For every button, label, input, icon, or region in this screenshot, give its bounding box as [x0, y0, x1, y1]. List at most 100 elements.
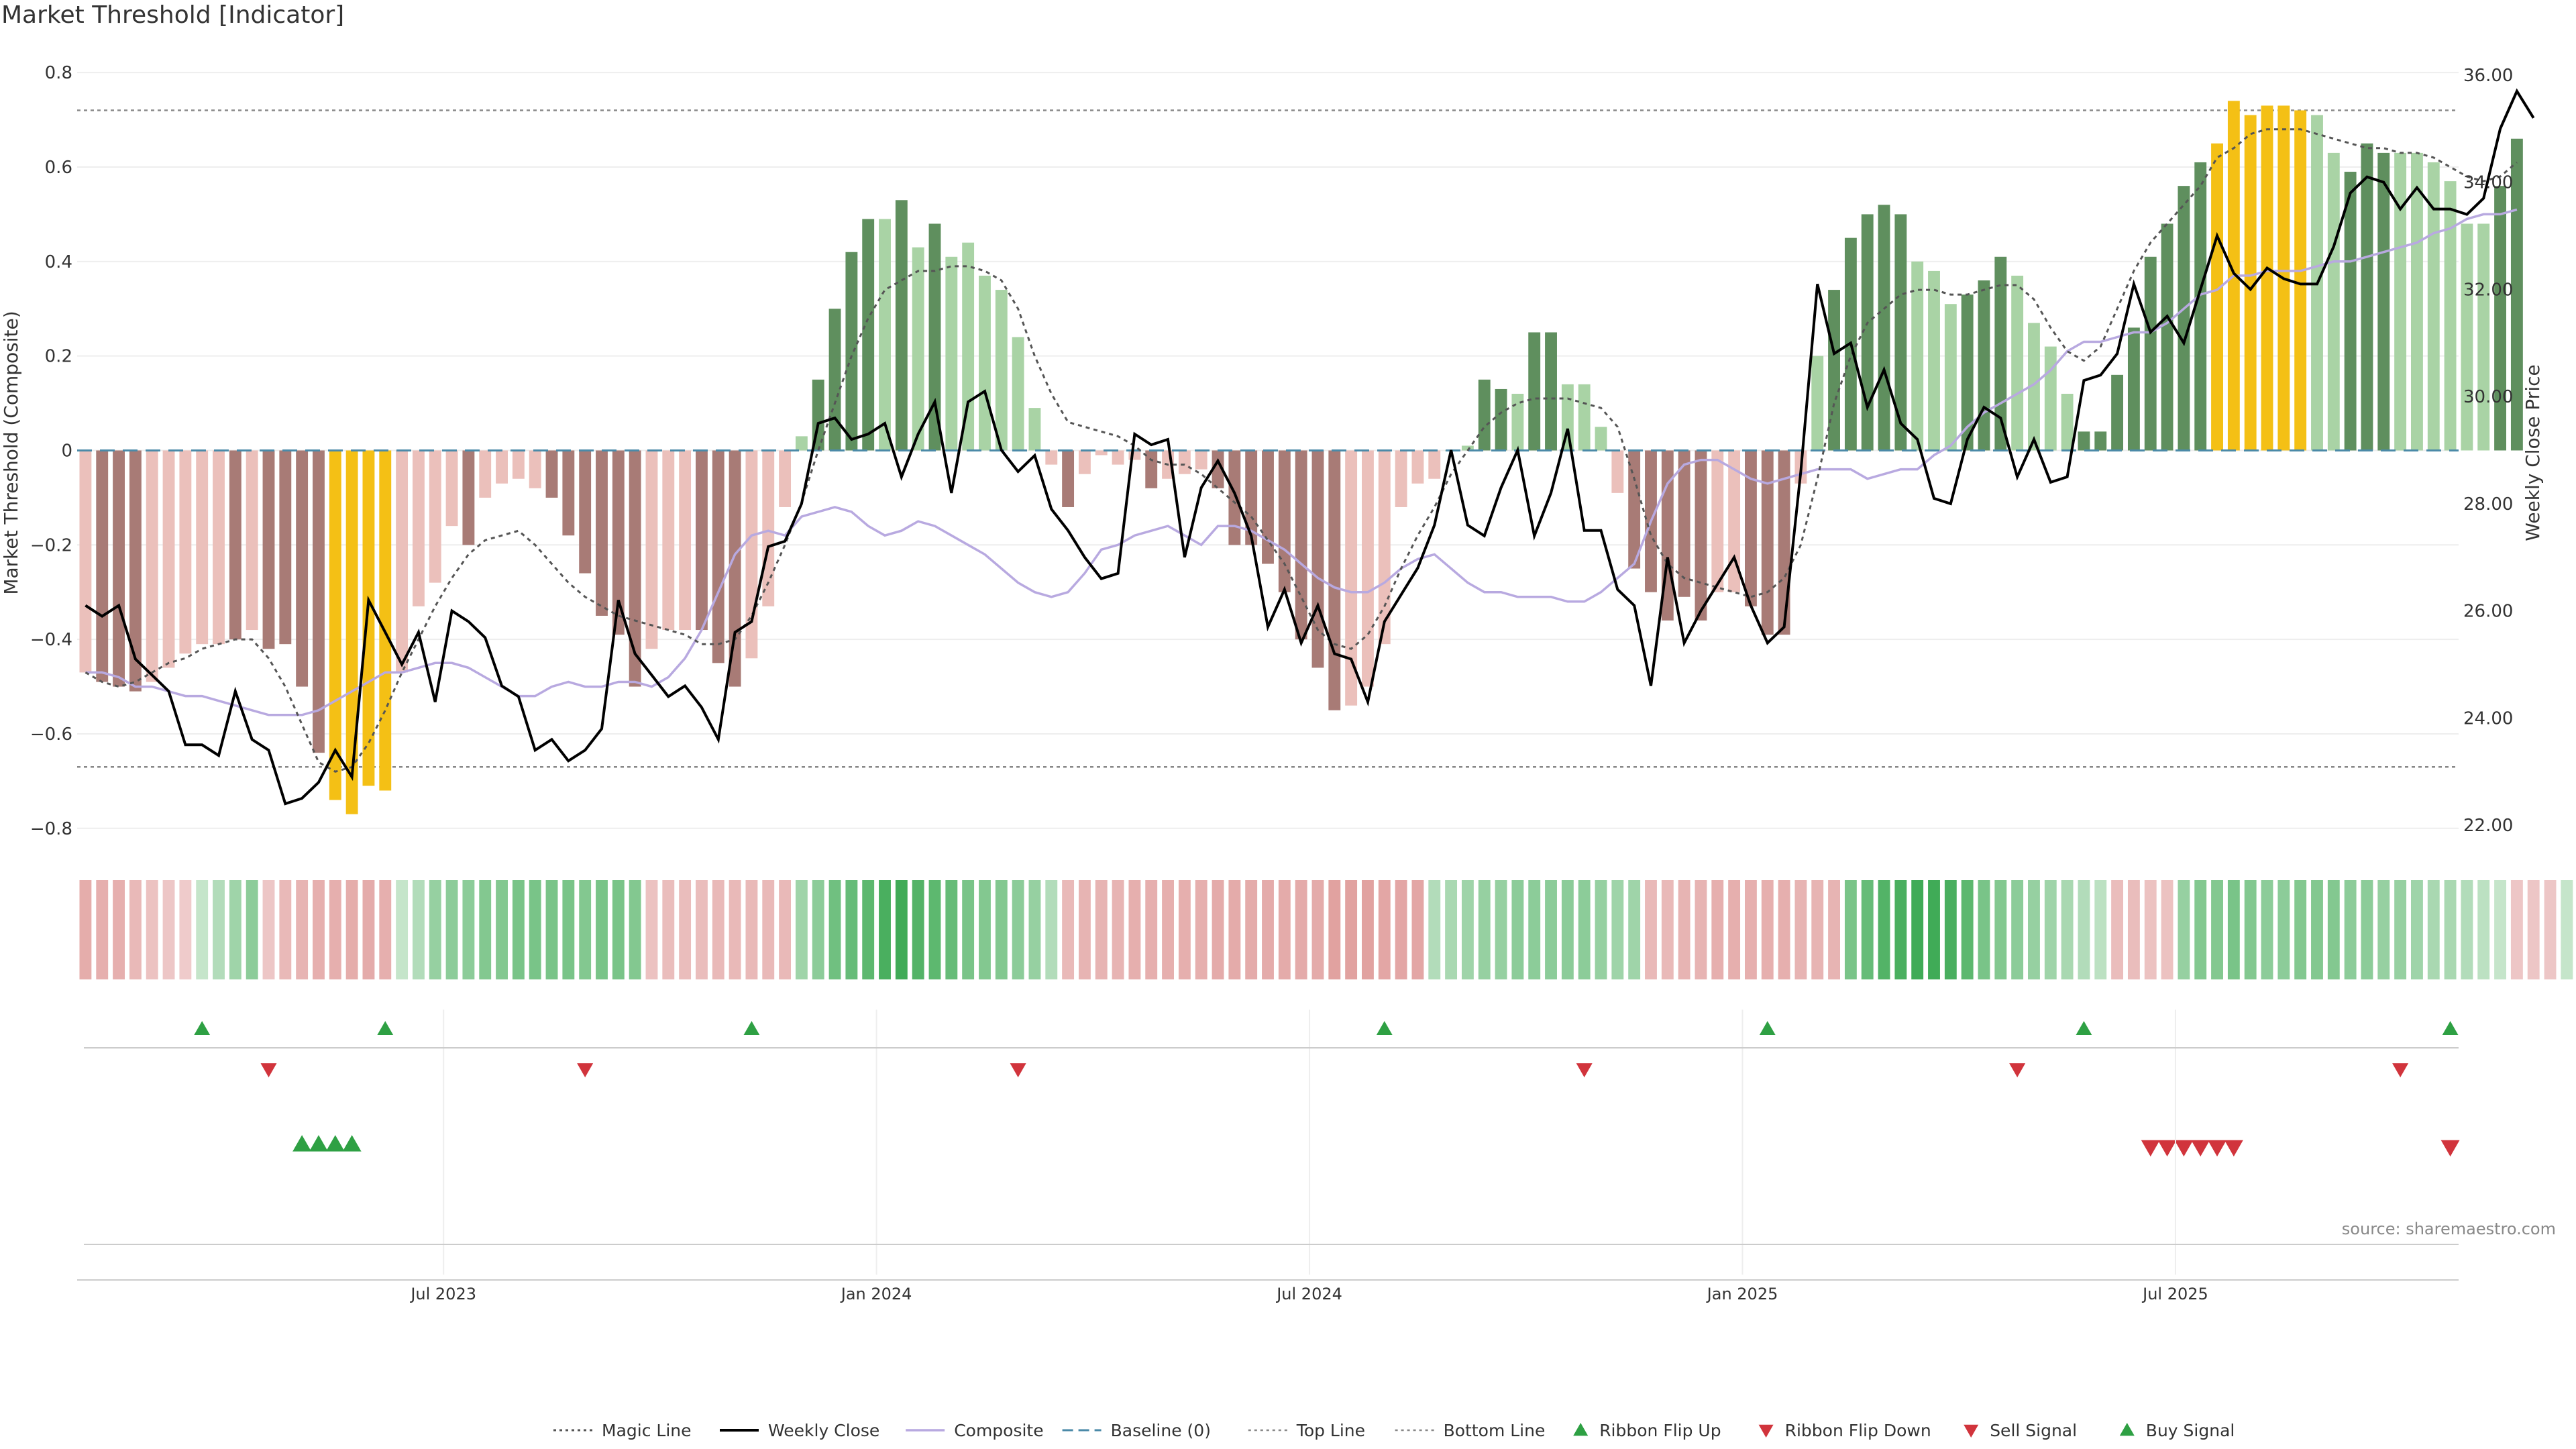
ribbon-cell: [1178, 880, 1191, 979]
ribbon-cell: [1878, 880, 1890, 979]
ribbon-cell: [496, 880, 508, 979]
bar-layer: [79, 101, 2523, 814]
ribbon-cell: [1911, 880, 1924, 979]
y-tick-label: 0: [61, 441, 72, 461]
ribbon-cell: [1278, 880, 1291, 979]
ribbon-cell: [862, 880, 875, 979]
ribbon-cell: [262, 880, 275, 979]
ribbon-cell: [2510, 880, 2523, 979]
legend-layer: Magic Line Weekly Close Composite Baseline …: [553, 1421, 2235, 1440]
y-tick-label: −0.2: [30, 535, 72, 555]
ribbon-cell: [1295, 880, 1307, 979]
ribbon-cell: [1328, 880, 1341, 979]
composite-bar: [1894, 214, 1907, 451]
buy-signal-marker: [292, 1135, 312, 1152]
ribbon-cell: [2044, 880, 2057, 979]
ribbon-cell: [2078, 880, 2090, 979]
ribbon-cell: [1378, 880, 1391, 979]
ribbon-cell: [1411, 880, 1424, 979]
composite-bar: [2477, 223, 2490, 451]
ribbon-cell: [462, 880, 475, 979]
x-tick-label: Jul 2024: [1275, 1285, 1342, 1303]
y2-tick-label: 26.00: [2463, 602, 2513, 622]
composite-bar: [1528, 332, 1541, 451]
composite-bar: [1728, 450, 1741, 592]
ribbon-cell: [246, 880, 258, 979]
ribbon-cell: [345, 880, 358, 979]
ribbon-cell: [779, 880, 792, 979]
composite-bar: [1112, 450, 1124, 465]
composite-bar: [2044, 346, 2057, 451]
composite-bar: [1345, 450, 1358, 706]
composite-bar: [1744, 450, 1757, 606]
ribbon-cell: [845, 880, 858, 979]
y2-tick-label: 28.00: [2463, 494, 2513, 515]
ribbon-cell: [1611, 880, 1624, 979]
ribbon-cell: [1695, 880, 1707, 979]
composite-bar: [1761, 450, 1774, 635]
y2-tick-label: 24.00: [2463, 708, 2513, 729]
ribbon-cell: [2194, 880, 2207, 979]
ribbon-cell: [745, 880, 758, 979]
ribbon-cell: [729, 880, 741, 979]
ribbon-cell: [229, 880, 241, 979]
x-tick-label: Jan 2025: [1706, 1285, 1778, 1303]
y-tick-label: 0.2: [45, 347, 72, 367]
ribbon-flip-up-marker: [2442, 1021, 2459, 1035]
ribbon-cell: [1628, 880, 1641, 979]
composite-bar: [696, 450, 708, 631]
composite-bar: [1245, 450, 1258, 545]
composite-bar: [113, 450, 125, 687]
composite-bar: [179, 450, 192, 654]
ribbon-flip-up-marker: [743, 1021, 760, 1035]
ribbon-cell: [1828, 880, 1840, 979]
composite-bar: [1411, 450, 1424, 484]
ribbon-cell: [1944, 880, 1957, 979]
y2-tick-label: 30.00: [2463, 387, 2513, 407]
composite-bar: [146, 450, 158, 682]
composite-bar: [362, 450, 375, 786]
composite-bar: [845, 252, 858, 451]
ribbon-cell: [2527, 880, 2540, 979]
composite-bar: [596, 450, 608, 616]
ribbon-cell: [1495, 880, 1507, 979]
legend-label: Ribbon Flip Up: [1599, 1421, 1721, 1440]
composite-bar: [662, 450, 675, 631]
ribbon-cell: [2094, 880, 2107, 979]
composite-bar: [1195, 450, 1208, 470]
y-tick-label: 0.4: [45, 252, 72, 272]
legend-item: Buy Signal: [2146, 1421, 2235, 1440]
source-note: source: sharemaestro.com: [2341, 1220, 2556, 1238]
y-tick-label: −0.8: [30, 819, 72, 839]
ribbon-cell: [1978, 880, 1990, 979]
ribbon-cell: [529, 880, 541, 979]
composite-bar: [1928, 270, 1940, 451]
legend-label: Ribbon Flip Down: [1785, 1421, 1931, 1440]
ribbon-cell: [1811, 880, 1824, 979]
legend-label: Weekly Close: [768, 1421, 879, 1440]
ribbon-cell: [712, 880, 724, 979]
legend-item: Baseline (0): [1062, 1421, 1211, 1440]
ribbon-cell: [2327, 880, 2340, 979]
ribbon-cell: [662, 880, 675, 979]
y2-tick-label: 36.00: [2463, 66, 2513, 86]
composite-bar: [2327, 152, 2340, 451]
ribbon-cell: [1744, 880, 1757, 979]
composite-bar: [2510, 138, 2523, 451]
composite-bar: [462, 450, 475, 545]
composite-bar: [229, 450, 241, 640]
sell-signal-marker: [2141, 1140, 2160, 1157]
ribbon-cell: [1595, 880, 1607, 979]
ribbon-cell: [962, 880, 975, 979]
composite-bar: [329, 450, 341, 800]
sell-signal-marker: [2174, 1140, 2194, 1157]
ribbon-flip-up-marker: [2076, 1021, 2092, 1035]
composite-bar: [1828, 290, 1840, 451]
legend-label: Sell Signal: [1990, 1421, 2077, 1440]
line-layer: [77, 88, 2535, 806]
sell-signal-marker: [2191, 1140, 2210, 1157]
ribbon-flip-up-marker: [1759, 1021, 1776, 1035]
buy-signal-marker: [342, 1135, 362, 1152]
composite-bar: [1561, 384, 1574, 451]
ribbon-cell: [129, 880, 142, 979]
